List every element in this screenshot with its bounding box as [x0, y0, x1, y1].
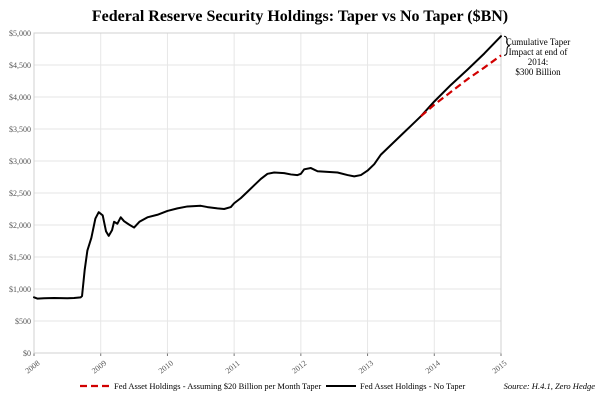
y-tick-label: $500 [15, 317, 31, 326]
annotation-line: 2014: [528, 57, 549, 67]
source-note: Source: H.4.1, Zero Hedge [504, 381, 596, 391]
annotation-line: Impact at end of [509, 47, 568, 57]
y-tick-label: $1,000 [9, 285, 31, 294]
y-tick-label: $3,500 [9, 125, 31, 134]
annotation-line: $300 Billion [515, 67, 561, 77]
y-tick-label: $0 [23, 349, 31, 358]
series-taper-line [420, 54, 502, 118]
annotation-bracket [503, 35, 511, 56]
axes: $0 $500 $1,000 $1,500 $2,000 $2,500 $3,000 $3,5… [9, 29, 509, 376]
legend-label-no-taper: Fed Asset Holdings - No Taper [360, 381, 465, 391]
y-tick-label: $2,000 [9, 221, 31, 230]
series-lines [33, 35, 502, 300]
y-tick-label: $5,000 [9, 29, 31, 38]
x-tick-label: 2013 [357, 359, 375, 376]
x-tick-label: 2014 [424, 359, 442, 376]
plot-frame [33, 32, 502, 354]
y-tick-label: $4,500 [9, 61, 31, 70]
y-tick-label: $4,000 [9, 93, 31, 102]
x-tick-label: 2009 [90, 359, 108, 376]
x-tick-label: 2010 [157, 359, 175, 376]
legend-label-taper: Fed Asset Holdings - Assuming $20 Billio… [114, 381, 321, 391]
y-tick-label: $1,500 [9, 253, 31, 262]
x-tick-label: 2008 [23, 359, 41, 376]
x-tick-label: 2011 [224, 359, 242, 376]
x-tick-label: 2015 [490, 359, 508, 376]
annotation-line: Cumulative Taper [506, 37, 570, 47]
gridlines [33, 32, 502, 354]
chart-legend: Fed Asset Holdings - Assuming $20 Billio… [80, 381, 465, 391]
y-tick-label: $3,000 [9, 157, 31, 166]
chart-title: Federal Reserve Security Holdings: Taper… [92, 8, 508, 25]
x-tick-label: 2012 [290, 359, 308, 376]
series-no-taper-line [33, 35, 502, 300]
y-tick-label: $2,500 [9, 189, 31, 198]
